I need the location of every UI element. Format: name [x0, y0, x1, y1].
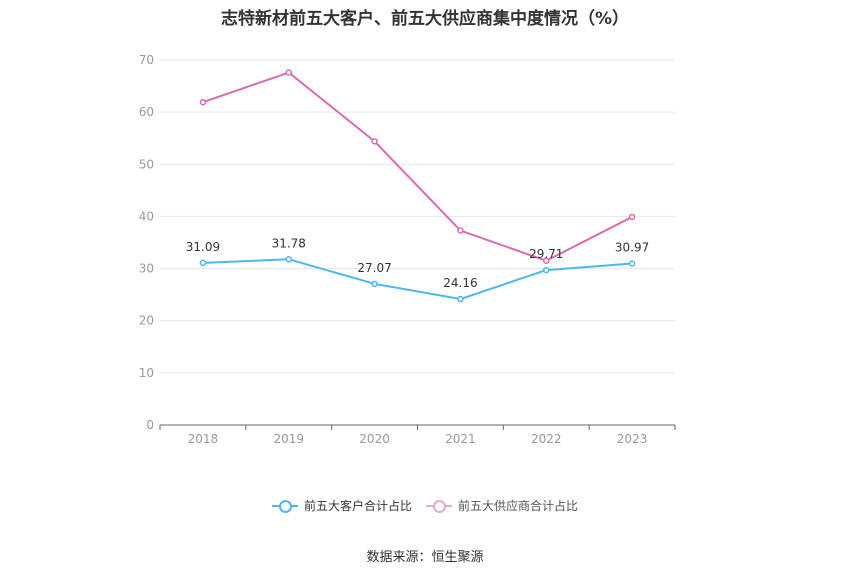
series-line-0: [202, 258, 633, 301]
y-tick-label: 10: [139, 366, 154, 380]
data-label: 29.71: [529, 247, 563, 261]
legend-item-customers[interactable]: 前五大客户合计占比: [271, 497, 412, 514]
chart-title: 志特新材前五大客户、前五大供应商集中度情况（%）: [220, 9, 630, 29]
axis-layer: 0 10 20 30 40 50 60 70 2018 2019 2020 2021 2022 2023: [139, 53, 676, 446]
series-line-1: [202, 71, 633, 262]
series-point-0: [628, 260, 636, 267]
series-point-1: [371, 138, 378, 145]
y-tick-label: 60: [139, 105, 154, 119]
series-point-1: [285, 69, 292, 76]
label-layer: 31.09 31.78 27.07 24.16 29.71 30.97: [186, 236, 650, 290]
grid-layer: [160, 59, 675, 374]
legend-item-suppliers[interactable]: 前五大供应商合计占比: [426, 497, 578, 514]
series-point-0: [457, 295, 464, 303]
x-tick-label: 2023: [617, 432, 648, 446]
series-point-0: [285, 256, 292, 263]
y-tick-label: 70: [139, 53, 154, 67]
series-layer: [199, 69, 636, 303]
y-tick-label: 20: [139, 314, 154, 328]
data-label: 27.07: [357, 261, 391, 275]
legend-customers-icon: [271, 499, 298, 513]
x-tick-label: 2021: [445, 432, 476, 446]
series-point-1: [199, 98, 207, 106]
x-tick-label: 2019: [273, 432, 304, 446]
x-tick-label: 2022: [531, 432, 562, 446]
y-tick-label: 40: [139, 209, 154, 223]
y-tick-label: 50: [139, 157, 154, 171]
legend-customers-label: 前五大客户合计占比: [303, 499, 412, 513]
data-label: 30.97: [615, 241, 649, 255]
series-point-1: [457, 227, 464, 234]
legend: 前五大客户合计占比 前五大供应商合计占比: [0, 497, 850, 514]
series-point-0: [543, 266, 550, 274]
x-tick-label: 2018: [188, 432, 219, 446]
series-point-1: [628, 213, 636, 221]
y-tick-label: 0: [146, 418, 154, 432]
data-label: 31.09: [186, 240, 220, 254]
data-label: 24.16: [443, 276, 477, 290]
y-tick-label: 30: [139, 262, 154, 276]
series-point-0: [199, 259, 207, 267]
x-tick-label: 2020: [359, 432, 390, 446]
source-note: 数据来源：恒生聚源: [366, 550, 484, 565]
legend-suppliers-label: 前五大供应商合计占比: [458, 499, 579, 513]
legend-suppliers-icon: [426, 499, 452, 513]
data-label: 31.78: [272, 236, 306, 250]
series-point-1: [543, 257, 550, 264]
series-point-0: [371, 280, 378, 288]
